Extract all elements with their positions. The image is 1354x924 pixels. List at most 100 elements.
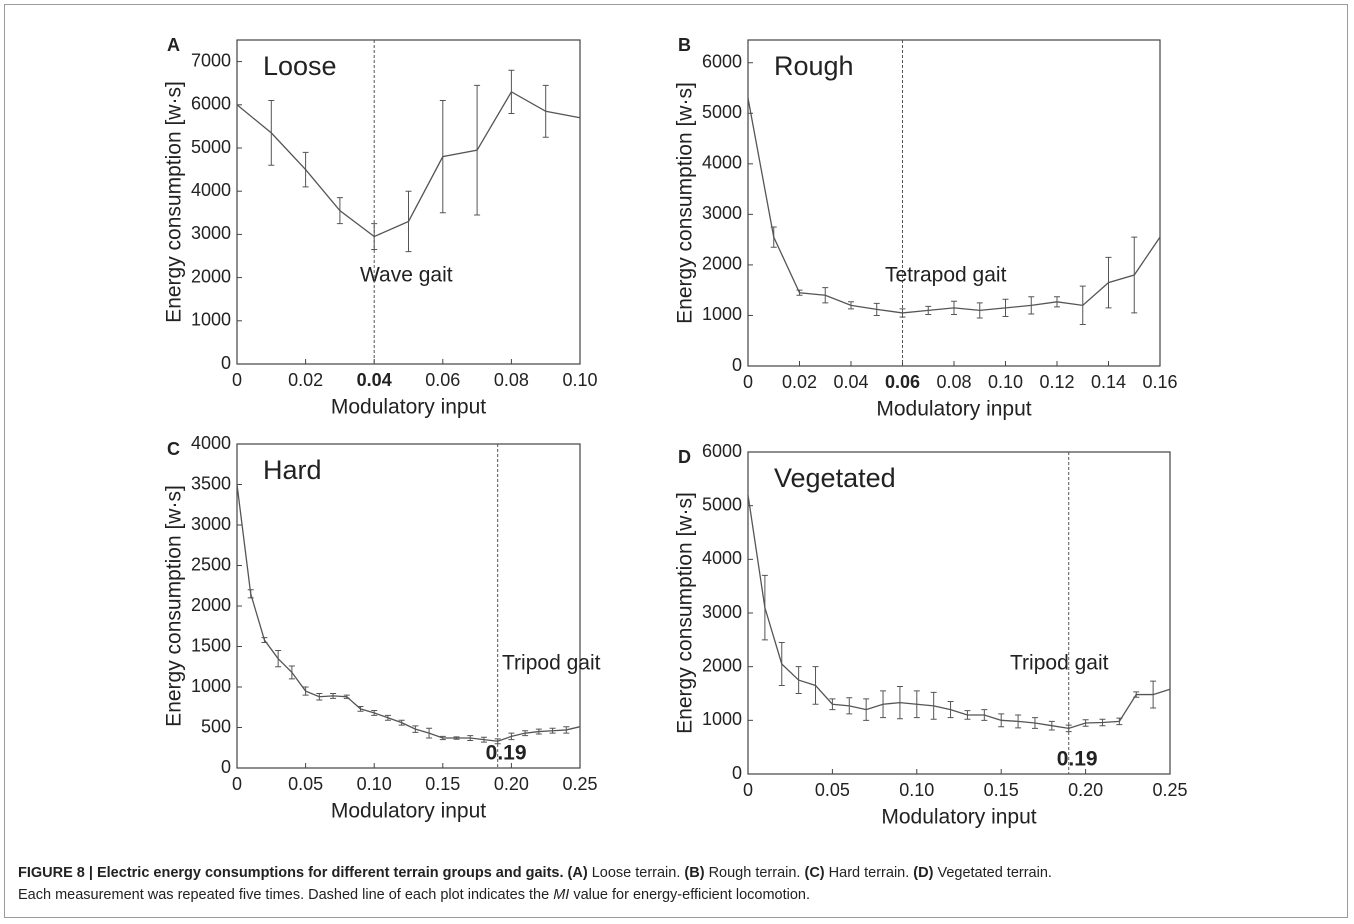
x-tick-label: 0.20 xyxy=(1068,780,1103,800)
x-tick-label: 0.16 xyxy=(1142,372,1177,392)
error-bar xyxy=(930,691,937,720)
y-tick-label: 0 xyxy=(732,763,742,783)
error-bar xyxy=(812,666,819,705)
y-tick-label: 3000 xyxy=(702,203,742,223)
error-bar xyxy=(829,698,836,711)
y-axis-label: Energy consumption [w·s] xyxy=(163,485,186,727)
plot-frame xyxy=(236,39,581,365)
x-tick-label: 0 xyxy=(743,372,753,392)
caption-text: Each measurement was repeated five times… xyxy=(18,887,550,903)
error-bar xyxy=(474,84,481,216)
x-tick-label: 0 xyxy=(743,780,753,800)
plot-frame xyxy=(747,451,1171,775)
x-tick-label: 0.05 xyxy=(815,780,850,800)
error-bar xyxy=(494,738,501,745)
x-axis-label: Modulatory input xyxy=(331,396,486,419)
panel-letter: B xyxy=(678,35,691,55)
error-bar xyxy=(925,305,932,315)
error-bar xyxy=(522,730,529,737)
figure-frame xyxy=(4,4,1348,918)
caption-term: MI xyxy=(553,887,570,903)
y-tick-label: 1000 xyxy=(702,304,742,324)
x-tick-label: 0.10 xyxy=(357,774,392,794)
error-bar xyxy=(998,713,1005,728)
error-bar xyxy=(426,727,433,739)
error-bar xyxy=(1079,285,1086,326)
y-tick-label: 500 xyxy=(201,716,231,736)
error-bar xyxy=(1150,680,1157,709)
x-tick-label: 0.20 xyxy=(494,774,529,794)
y-tick-label: 6000 xyxy=(191,94,231,114)
error-bar xyxy=(947,701,954,719)
error-bar xyxy=(1131,236,1138,314)
y-axis-label: Energy consumption [w·s] xyxy=(163,81,186,323)
error-bar xyxy=(563,726,570,734)
y-tick-label: 5000 xyxy=(702,102,742,122)
y-tick-label: 2000 xyxy=(702,655,742,675)
x-tick-label: 0.10 xyxy=(562,370,597,390)
error-bar xyxy=(1028,296,1035,315)
error-bar xyxy=(976,302,983,319)
error-bar xyxy=(439,735,446,741)
error-bar xyxy=(822,287,829,304)
error-bar xyxy=(247,589,254,599)
data-line xyxy=(747,494,1171,730)
caption-text: Rough terrain. xyxy=(708,865,801,881)
y-tick-label: 4000 xyxy=(191,433,231,453)
x-tick-label: 0.04 xyxy=(357,370,392,390)
error-bar xyxy=(261,637,268,643)
error-bar xyxy=(288,665,295,680)
error-bar xyxy=(951,300,957,315)
y-tick-label: 2500 xyxy=(191,554,231,574)
error-bar xyxy=(343,694,350,699)
error-bar xyxy=(1015,714,1022,729)
x-tick-label: 0.02 xyxy=(782,372,817,392)
panel-letter: A xyxy=(167,35,180,55)
caption-text: Vegetated terrain. xyxy=(937,865,1052,881)
x-axis-label: Modulatory input xyxy=(881,806,1036,829)
caption-text: Loose terrain. xyxy=(591,865,681,881)
x-tick-label: 0 xyxy=(232,370,242,390)
error-bar xyxy=(981,709,988,721)
annotation: Wave gait xyxy=(360,264,453,287)
error-bar xyxy=(480,736,487,743)
error-bar xyxy=(302,686,309,696)
error-bar xyxy=(467,735,474,741)
error-bar xyxy=(336,197,343,225)
caption-ref: (B) xyxy=(684,865,705,881)
x-tick-label: 0.25 xyxy=(1152,780,1187,800)
y-tick-label: 2000 xyxy=(191,595,231,615)
caption-text: value for energy-efficient locomotion. xyxy=(573,887,811,903)
y-tick-label: 6000 xyxy=(702,441,742,461)
panel-title: Loose xyxy=(263,51,337,81)
error-bar xyxy=(873,302,880,316)
x-tick-label: 0.15 xyxy=(984,780,1019,800)
error-bar xyxy=(275,650,282,668)
x-tick-label: 0 xyxy=(232,774,242,794)
error-bar xyxy=(899,308,906,318)
y-tick-label: 4000 xyxy=(191,180,231,200)
error-bar xyxy=(535,728,542,735)
error-bar xyxy=(302,151,309,188)
error-bar xyxy=(1116,717,1123,726)
error-bar xyxy=(770,226,777,248)
panel-title: Rough xyxy=(774,51,854,81)
x-tick-label: 0.02 xyxy=(288,370,323,390)
x-tick-label: 0.25 xyxy=(562,774,597,794)
x-tick-label: 0.15 xyxy=(425,774,460,794)
y-tick-label: 5000 xyxy=(191,137,231,157)
error-bar xyxy=(1065,724,1072,733)
y-tick-label: 2000 xyxy=(191,266,231,286)
error-bar xyxy=(384,714,391,721)
error-bar xyxy=(453,736,460,740)
error-bar xyxy=(796,289,803,296)
y-tick-label: 0 xyxy=(221,757,231,777)
y-tick-label: 0 xyxy=(732,355,742,375)
error-bar xyxy=(549,727,556,734)
caption-ref: (C) xyxy=(804,865,825,881)
x-tick-label: 0.10 xyxy=(988,372,1023,392)
error-bar xyxy=(508,732,515,741)
y-tick-label: 4000 xyxy=(702,153,742,173)
error-bar xyxy=(439,99,446,214)
